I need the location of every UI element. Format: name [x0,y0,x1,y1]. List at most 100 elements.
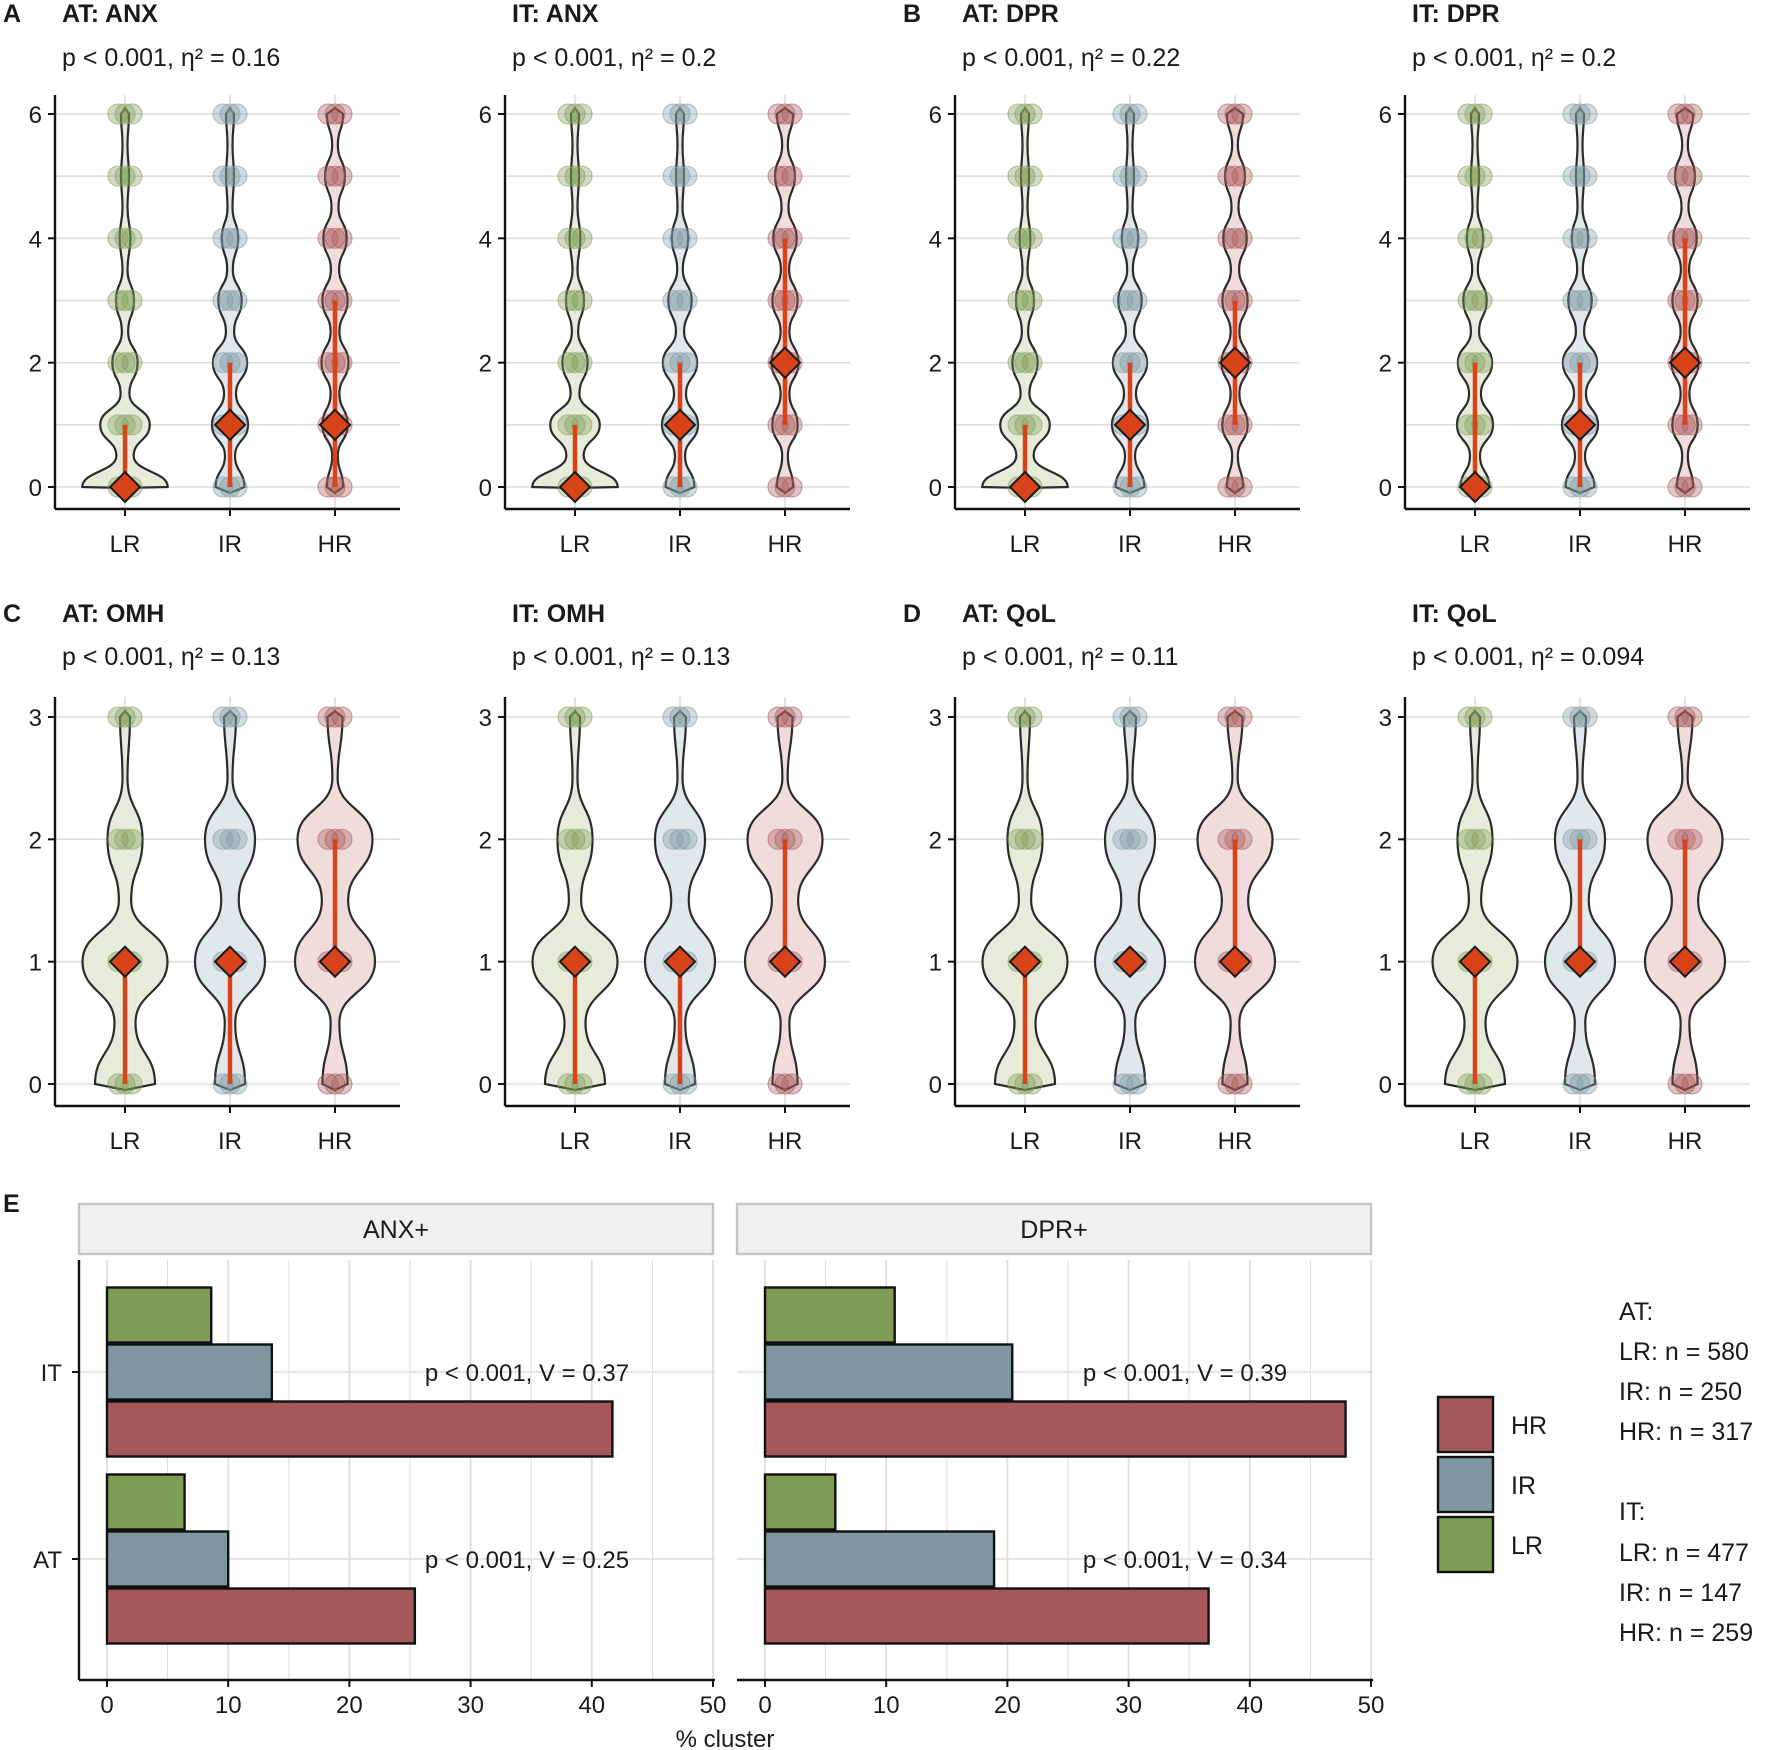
median-marker [768,346,802,380]
data-point-ir [1569,1073,1591,1095]
median-marker [1563,945,1597,979]
data-point-ir [1126,706,1148,728]
data-point-lr [1014,706,1036,728]
data-point-lr [564,227,586,249]
y-tick-label: 4 [1379,226,1392,253]
panel-stat: p < 0.001, η² = 0.2 [512,44,716,72]
x-tick-label: 30 [1115,1692,1142,1719]
data-point-hr [1674,706,1696,728]
data-point-hr [1224,706,1246,728]
panel-letter: E [3,1190,20,1218]
x-tick-label: 0 [758,1692,771,1719]
data-point-hr [1681,706,1703,728]
data-point-ir [676,289,698,312]
stat-annotation: p < 0.001, V = 0.34 [1083,1547,1287,1574]
legend-label: LR [1511,1532,1543,1560]
data-point-hr [331,103,353,125]
data-point-hr [1224,165,1246,187]
sample-size-text: IR: n = 147 [1619,1579,1742,1607]
y-tick-label: 1 [479,950,492,977]
sample-size-text: HR: n = 317 [1619,1418,1753,1446]
x-tick-label: IR [1118,1128,1142,1155]
data-point-lr [114,103,136,125]
panel-letter: A [3,0,21,28]
x-tick-label: HR [1668,1128,1703,1155]
violin-lr [1431,709,1519,1092]
median-marker [108,470,142,504]
data-point-lr [564,103,586,125]
data-point-hr [781,103,803,125]
data-point-ir [1119,165,1141,187]
data-point-hr [1231,1073,1253,1095]
data-point-ir [1126,828,1148,850]
sample-size-text: HR: n = 259 [1619,1619,1753,1647]
x-tick-label: LR [560,531,591,558]
data-point-ir [676,165,698,187]
data-point-lr [1014,352,1036,374]
y-tick-label: IT [41,1360,63,1387]
data-point-hr [781,1073,803,1095]
data-point-lr [1464,289,1486,312]
y-tick-label: 6 [1379,102,1392,129]
data-point-lr [571,165,593,187]
data-point-ir [1576,706,1598,728]
stat-annotation: p < 0.001, V = 0.39 [1083,1360,1287,1387]
median-marker [1008,470,1042,504]
data-point-lr [114,352,136,374]
y-tick-label: 3 [479,705,492,732]
x-tick-label: LR [1010,1128,1041,1155]
panel-title: IT: QoL [1412,600,1497,628]
data-point-lr [564,352,586,374]
data-point-hr [774,1073,796,1095]
panel-letter: B [903,0,921,28]
data-point-hr [1674,476,1696,498]
data-point-hr [331,227,353,249]
x-tick-label: LR [110,1128,141,1155]
panel-title: AT: ANX [62,0,158,28]
x-tick-label: HR [318,531,353,558]
legend-label: IR [1511,1472,1536,1500]
bar-ir [763,1343,1014,1401]
y-tick-label: 1 [29,950,42,977]
data-point-ir [669,828,691,850]
bar-lr [763,1286,896,1344]
y-tick-label: 0 [479,475,492,502]
y-tick-label: 1 [1379,950,1392,977]
data-point-lr [1471,706,1493,728]
median-marker [768,945,802,979]
data-point-hr [324,165,346,187]
data-point-ir [676,706,698,728]
y-tick-label: 6 [929,102,942,129]
data-point-ir [1126,227,1148,249]
data-point-lr [1464,227,1486,249]
x-tick-label: IR [1568,1128,1592,1155]
x-tick-label: IR [668,531,692,558]
data-point-ir [1119,227,1141,249]
stat-annotation: p < 0.001, V = 0.25 [425,1547,629,1574]
panel-letter: D [903,600,921,628]
data-point-lr [1021,352,1043,374]
data-point-hr [774,165,796,187]
median-marker [1458,945,1492,979]
median-marker [1668,346,1702,380]
data-point-hr [331,165,353,187]
data-point-lr [571,828,593,850]
data-point-hr [1231,103,1253,125]
data-point-hr [1681,476,1703,498]
data-point-lr [121,289,143,312]
panel-title: AT: DPR [962,0,1059,28]
median-marker [318,945,352,979]
median-marker [1563,408,1597,442]
data-point-lr [121,165,143,187]
data-point-lr [1014,227,1036,249]
panel-stat: p < 0.001, η² = 0.2 [1412,44,1616,72]
data-point-ir [669,165,691,187]
data-point-hr [324,227,346,249]
data-point-ir [1576,165,1598,187]
data-point-lr [114,828,136,850]
panel-stat: p < 0.001, η² = 0.11 [962,643,1178,671]
data-point-lr [1021,227,1043,249]
data-point-hr [1231,476,1253,498]
x-tick-label: IR [668,1128,692,1155]
